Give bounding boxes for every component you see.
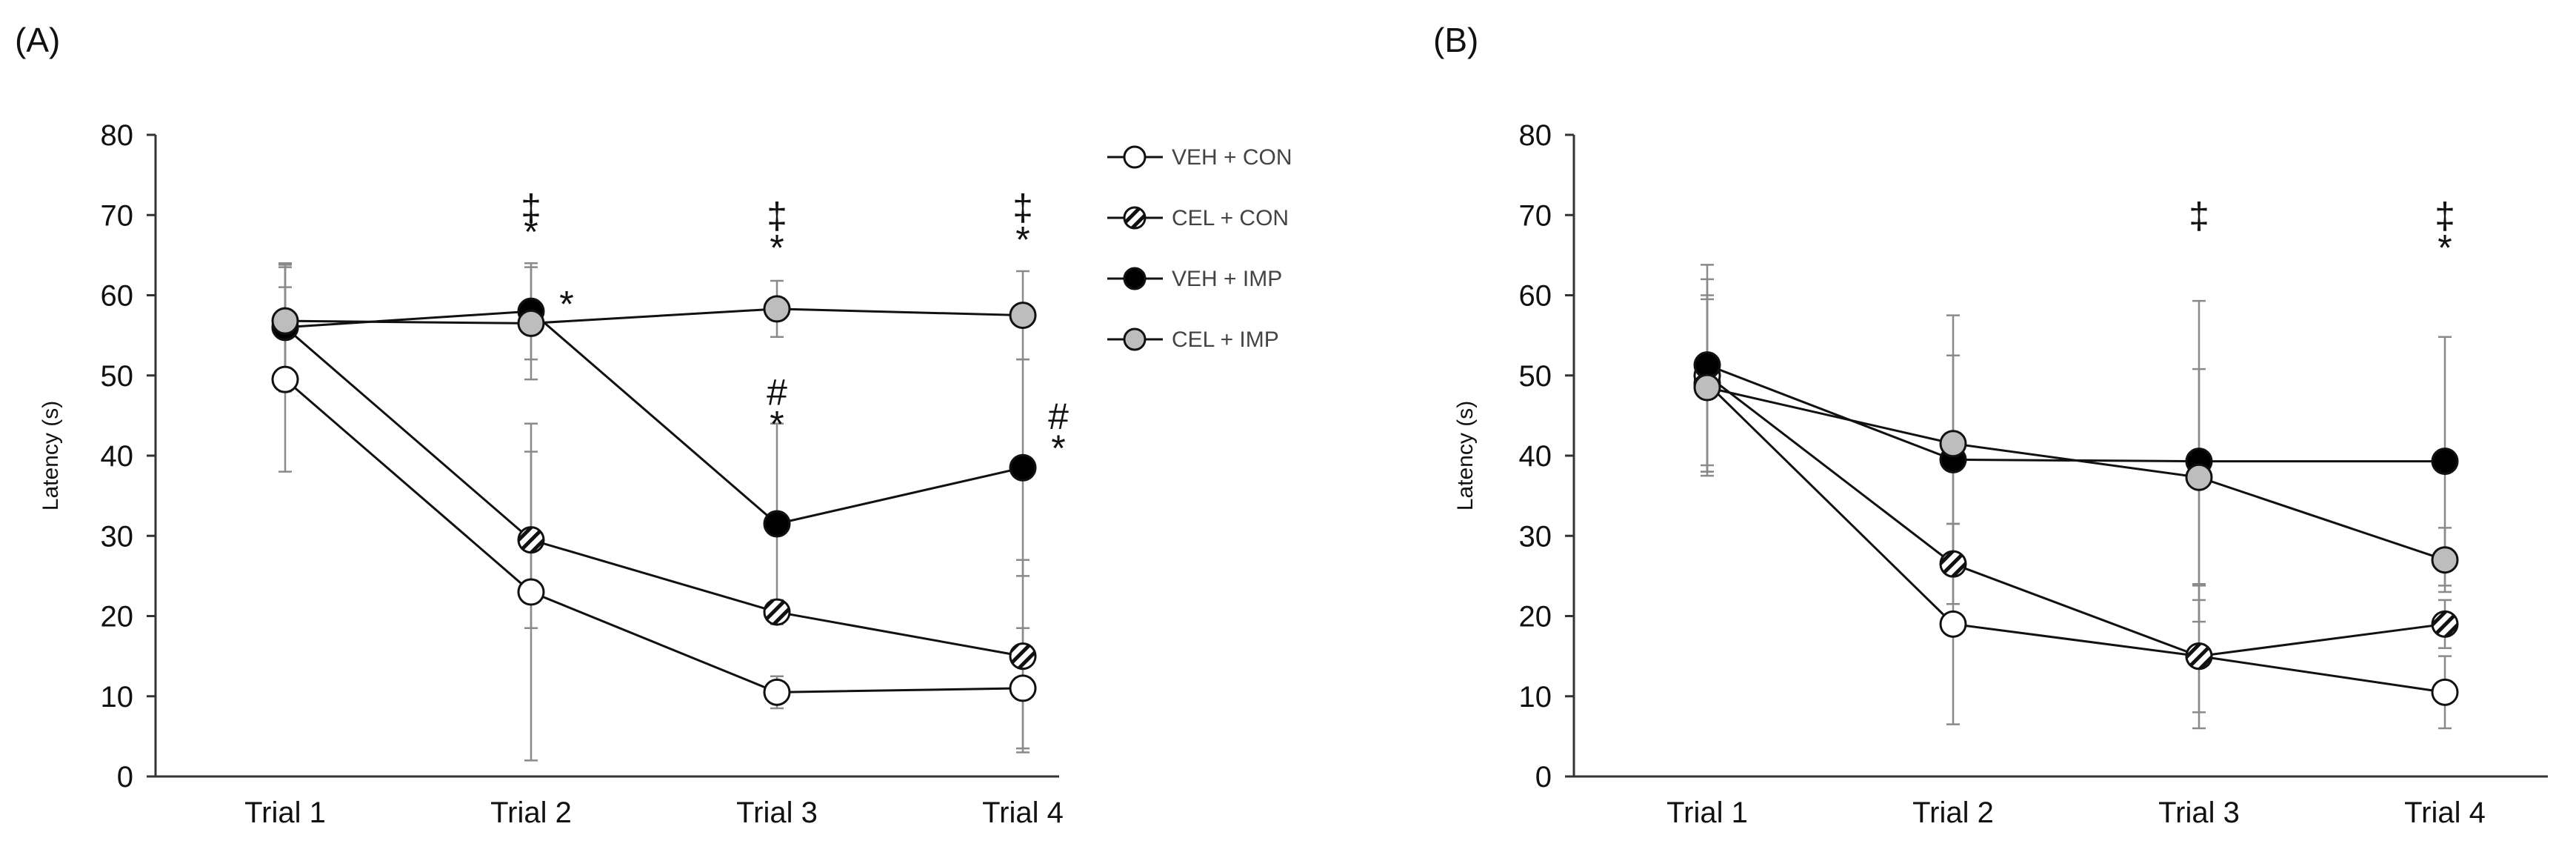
data-point-veh-imp	[2431, 448, 2459, 476]
data-point-veh-imp	[763, 510, 791, 538]
data-point-cel-imp	[1939, 430, 1967, 458]
y-tick-label: 10	[1519, 681, 1552, 713]
significance-mark: *	[770, 227, 784, 269]
significance-mark: ‡	[2189, 195, 2209, 236]
data-point-cel-imp	[2185, 463, 2213, 491]
data-point-cel-con	[1939, 550, 1967, 578]
legend-label: VEH + IMP	[1172, 267, 1282, 291]
legend-label: CEL + CON	[1172, 206, 1289, 230]
series-line-cel-con	[284, 326, 1024, 658]
y-tick-label: 20	[101, 601, 134, 633]
data-point-cel-imp	[763, 295, 791, 323]
y-tick-label: 80	[101, 119, 134, 152]
y-tick-label: 70	[101, 199, 134, 232]
significance-mark: *	[2437, 227, 2452, 269]
significance-mark: *	[524, 211, 538, 253]
panel-label: (B)	[1433, 21, 1478, 59]
data-point-cel-imp	[1693, 373, 1721, 402]
legend-marker-veh-con	[1123, 145, 1147, 169]
data-point-cel-imp	[271, 307, 299, 335]
data-point-veh-con	[271, 365, 299, 393]
significance-mark: ‡	[521, 187, 541, 228]
legend-marker-cel-con	[1123, 206, 1147, 230]
x-tick-label: Trial 1	[1666, 796, 1748, 829]
series-line-cel-imp	[1706, 386, 2446, 562]
data-point-cel-con	[517, 526, 545, 554]
y-tick-label: 0	[117, 761, 133, 794]
data-point-veh-con	[2431, 678, 2459, 706]
series-line-veh-con	[284, 379, 1024, 693]
x-tick-label: Trial 2	[1912, 796, 1994, 829]
x-tick-label: Trial 4	[982, 796, 1064, 829]
legend-label: VEH + CON	[1172, 145, 1292, 170]
series-line-cel-imp	[284, 307, 1024, 325]
significance-mark: #	[1048, 396, 1069, 437]
data-point-veh-imp	[1009, 453, 1037, 482]
series-line-veh-con	[1706, 382, 2446, 693]
panel-a-chart: (A) 0 10 20 30 40 50 60 70 80 Trial 1 Trial 2 Trial …	[15, 21, 1292, 829]
legend: VEH + CON CEL + CON VEH + IMP CEL + IMP	[1107, 145, 1292, 352]
y-tick-label: 70	[1519, 199, 1552, 232]
x-tick-label: Trial 3	[2158, 796, 2240, 829]
significance-mark: #	[767, 371, 787, 413]
data-point-cel-con	[763, 598, 791, 626]
legend-marker-veh-imp	[1123, 267, 1147, 290]
data-point-veh-con	[1939, 610, 1967, 638]
y-tick-label: 50	[1519, 360, 1552, 393]
y-tick-label: 40	[101, 440, 134, 473]
data-point-veh-con	[1009, 674, 1037, 702]
x-tick-label: Trial 1	[244, 796, 326, 829]
y-tick-label: 60	[101, 280, 134, 313]
y-tick-label: 80	[1519, 119, 1552, 152]
data-point-cel-con	[1009, 642, 1037, 671]
x-tick-label: Trial 3	[736, 796, 818, 829]
data-point-cel-con	[2185, 642, 2213, 671]
y-tick-label: 10	[101, 681, 134, 713]
significance-mark: *	[559, 283, 573, 325]
x-tick-label: Trial 4	[2404, 796, 2486, 829]
significance-mark: *	[1051, 428, 1065, 469]
data-point-veh-con	[517, 578, 545, 606]
data-point-cel-imp	[1009, 302, 1037, 330]
data-point-cel-imp	[517, 309, 545, 337]
panel-label: (A)	[15, 21, 60, 59]
data-point-cel-con	[2431, 610, 2459, 638]
significance-mark: ‡	[767, 195, 787, 236]
legend-marker-cel-imp	[1123, 327, 1147, 351]
legend-label: CEL + IMP	[1172, 327, 1279, 352]
y-tick-label: 0	[1535, 761, 1552, 794]
y-tick-label: 20	[1519, 601, 1552, 633]
significance-mark: *	[1015, 219, 1030, 261]
y-tick-label: 50	[101, 360, 134, 393]
significance-mark: ‡	[1012, 187, 1033, 228]
data-point-cel-imp	[2431, 546, 2459, 574]
y-tick-label: 30	[1519, 520, 1552, 553]
series-line-veh-imp	[284, 310, 1024, 525]
panel-b-chart: (B) 0 10 20 30 40 50 60 70 80 Trial 1 Trial 2 Trial …	[1433, 21, 2548, 829]
x-tick-label: Trial 2	[490, 796, 572, 829]
series-line-cel-con	[1706, 374, 2446, 658]
y-axis-title: Latency (s)	[39, 401, 63, 510]
y-tick-label: 40	[1519, 440, 1552, 473]
y-axis-title: Latency (s)	[1453, 401, 1478, 510]
y-tick-label: 30	[101, 520, 134, 553]
data-point-veh-con	[763, 678, 791, 706]
significance-mark: ‡	[2435, 195, 2455, 236]
significance-mark: *	[770, 404, 784, 445]
y-tick-label: 60	[1519, 280, 1552, 313]
